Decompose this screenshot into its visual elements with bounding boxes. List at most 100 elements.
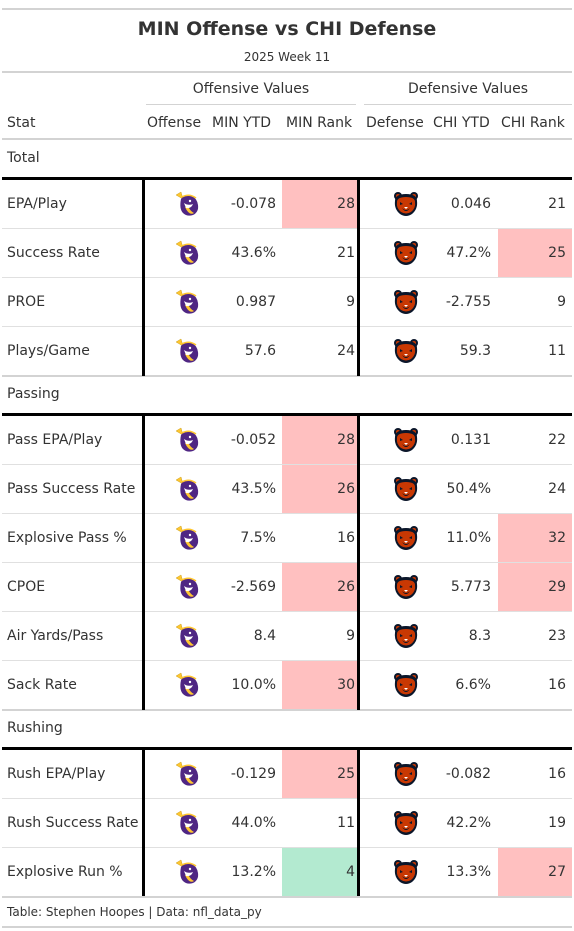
- spanner-defensive-values: Defensive Values: [407, 81, 529, 97]
- column-header-min-ytd: MIN YTD: [212, 115, 272, 131]
- table-row: Sack Rate 10.0% 30 6.6% 16: [2, 661, 572, 710]
- bears-logo-icon: [391, 670, 421, 700]
- chi-rank-value: 23: [548, 628, 566, 644]
- bears-logo-icon: [391, 238, 421, 268]
- table-row: Explosive Pass % 7.5% 16 11.0% 32: [2, 514, 572, 563]
- stat-label: PROE: [7, 294, 46, 310]
- vikings-logo-icon: [172, 670, 202, 700]
- chi-rank-highlight: [498, 514, 572, 563]
- chi-ytd-value: 0.131: [450, 432, 491, 448]
- group-separator: [2, 413, 572, 416]
- row-divider: [2, 375, 572, 377]
- stat-label: CPOE: [7, 579, 46, 595]
- chi-rank-value: 21: [548, 196, 566, 212]
- column-header-divider: [2, 138, 572, 140]
- column-header-offense: Offense: [147, 115, 202, 131]
- chi-rank-value: 9: [557, 294, 566, 310]
- column-header-min-rank: MIN Rank: [286, 115, 353, 131]
- min-rank-value: 28: [337, 432, 355, 448]
- spanner-defensive-underline: [364, 104, 572, 105]
- chi-ytd-value: 59.3: [459, 343, 491, 359]
- table-row: Pass Success Rate 43.5% 26 50.4% 24: [2, 465, 572, 514]
- min-ytd-value: 0.987: [235, 294, 276, 310]
- vikings-logo-icon: [172, 759, 202, 789]
- bears-logo-icon: [391, 336, 421, 366]
- min-rank-highlight: [282, 848, 359, 897]
- row-divider: [2, 798, 572, 799]
- stat-label: Plays/Game: [7, 343, 90, 359]
- row-divider: [2, 709, 572, 711]
- chi-ytd-value: 11.0%: [446, 530, 491, 546]
- table-top-border: [2, 8, 572, 10]
- min-rank-highlight: [282, 750, 359, 799]
- row-divider: [2, 611, 572, 612]
- row-group-label-total: Total: [7, 150, 40, 166]
- table-bottom-border: [2, 896, 572, 898]
- min-rank-value: 9: [346, 294, 355, 310]
- chi-rank-highlight: [498, 848, 572, 897]
- bears-logo-icon: [391, 523, 421, 553]
- vikings-logo-icon: [172, 523, 202, 553]
- row-group-label-passing: Passing: [7, 386, 60, 402]
- min-ytd-value: 10.0%: [231, 677, 276, 693]
- bears-logo-icon: [391, 287, 421, 317]
- chi-rank-value: 19: [548, 815, 566, 831]
- row-divider: [2, 277, 572, 278]
- table-subtitle: 2025 Week 11: [243, 50, 331, 64]
- vikings-logo-icon: [172, 189, 202, 219]
- chi-rank-highlight: [498, 229, 572, 278]
- spanner-offensive-values: Offensive Values: [192, 81, 310, 97]
- table-row: Plays/Game 57.6 24 59.3 11: [2, 327, 572, 376]
- chi-ytd-value: -0.082: [445, 766, 491, 782]
- min-rank-highlight: [282, 661, 359, 710]
- chi-ytd-value: 50.4%: [446, 481, 491, 497]
- offense-defense-divider: [357, 178, 360, 376]
- chi-ytd-value: 13.3%: [446, 864, 491, 880]
- row-divider: [2, 228, 572, 229]
- min-ytd-value: 13.2%: [231, 864, 276, 880]
- chi-rank-value: 25: [548, 245, 566, 261]
- offense-defense-divider: [357, 414, 360, 710]
- chi-rank-value: 29: [548, 579, 566, 595]
- bears-logo-icon: [391, 474, 421, 504]
- bears-logo-icon: [391, 189, 421, 219]
- chi-ytd-value: 6.6%: [455, 677, 491, 693]
- stat-label: Rush Success Rate: [7, 815, 139, 831]
- column-header-chi-rank: CHI Rank: [501, 115, 565, 131]
- vikings-logo-icon: [172, 474, 202, 504]
- vikings-logo-icon: [172, 287, 202, 317]
- stat-column-divider: [142, 178, 145, 376]
- min-ytd-value: 43.5%: [231, 481, 276, 497]
- vikings-logo-icon: [172, 238, 202, 268]
- min-rank-highlight: [282, 180, 359, 229]
- min-rank-highlight: [282, 465, 359, 514]
- chi-rank-value: 16: [548, 766, 566, 782]
- spanner-offensive-underline: [146, 104, 356, 105]
- chi-ytd-value: -2.755: [445, 294, 491, 310]
- vikings-logo-icon: [172, 857, 202, 887]
- row-divider: [2, 847, 572, 848]
- chi-ytd-value: 8.3: [468, 628, 491, 644]
- chi-rank-value: 22: [548, 432, 566, 448]
- min-rank-value: 21: [337, 245, 355, 261]
- bears-logo-icon: [391, 572, 421, 602]
- bears-logo-icon: [391, 857, 421, 887]
- row-divider: [2, 660, 572, 661]
- stat-label: Rush EPA/Play: [7, 766, 106, 782]
- min-rank-value: 11: [337, 815, 355, 831]
- min-rank-value: 16: [337, 530, 355, 546]
- table-row: Explosive Run % 13.2% 4 13.3% 27: [2, 848, 572, 897]
- vikings-logo-icon: [172, 425, 202, 455]
- stat-label: Pass EPA/Play: [7, 432, 103, 448]
- column-header-defense: Defense: [366, 115, 424, 131]
- stat-column-divider: [142, 414, 145, 710]
- chi-rank-value: 24: [548, 481, 566, 497]
- chi-rank-highlight: [498, 563, 572, 612]
- min-rank-highlight: [282, 416, 359, 465]
- chi-ytd-value: 47.2%: [446, 245, 491, 261]
- min-rank-value: 26: [337, 579, 355, 595]
- min-rank-value: 25: [337, 766, 355, 782]
- min-rank-value: 9: [346, 628, 355, 644]
- chi-ytd-value: 42.2%: [446, 815, 491, 831]
- row-divider: [2, 562, 572, 563]
